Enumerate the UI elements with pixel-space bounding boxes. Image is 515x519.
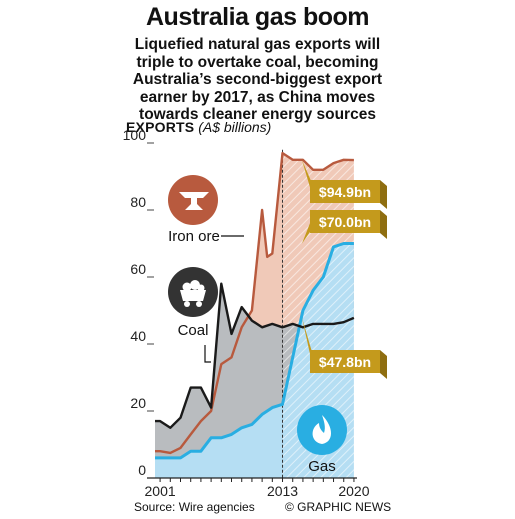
x-tick-label: 2013 (267, 483, 298, 499)
y-axis-label: EXPORTS (A$ billions) (126, 119, 271, 135)
source-note: Source: Wire agencies (134, 500, 255, 514)
callout-coal: $47.8bn (302, 317, 387, 379)
subtitle-line: triple to overtake coal, becoming (136, 53, 379, 71)
chart-subtitle: Liquefied natural gas exports will tripl… (0, 36, 515, 124)
anvil-shape (179, 192, 209, 210)
callout-pointer (302, 317, 313, 368)
callout-box-side (380, 210, 387, 239)
gas-flame-icon: Gas (297, 405, 347, 475)
x-tick-label: 2001 (145, 483, 176, 499)
coal-lump (190, 280, 200, 290)
coal-line (155, 282, 355, 429)
coal-lump (182, 282, 192, 292)
gas-line (155, 242, 354, 460)
callout-iron-ore: $94.9bn (302, 160, 387, 209)
subtitle-line: Liquefied natural gas exports will (134, 36, 381, 53)
callout-pointer (302, 215, 313, 244)
chart-title: Australia gas boom (146, 3, 370, 31)
y-tick-label: 100 (123, 127, 147, 143)
callout-box (310, 210, 380, 233)
y-tick-label: 0 (138, 462, 146, 478)
y-tick-label: 80 (130, 194, 146, 210)
callout-box (310, 180, 380, 203)
subtitle-line: Australia’s second-biggest export (132, 71, 383, 88)
gas-flame-icon-label: Gas (308, 458, 336, 475)
callout-gas: $70.0bn (302, 210, 387, 244)
cart-body (180, 290, 206, 301)
y-tick-label: 60 (130, 261, 146, 277)
subtitle-line: towards cleaner energy sources (139, 106, 376, 123)
cart-wheel (196, 301, 202, 307)
y-axis-label-unit: (A$ billions) (198, 119, 272, 135)
subtitle-line: earner by 2017, as China moves (139, 88, 376, 106)
y-tick-label: 20 (130, 395, 146, 411)
callout-box (310, 350, 380, 373)
callout-value: $70.0bn (319, 214, 371, 230)
anvil-icon: Iron ore (168, 175, 220, 245)
iron-ore-line (155, 151, 354, 455)
cart-wheel (184, 301, 190, 307)
coal-lump (197, 284, 205, 292)
coal-leader (204, 345, 211, 363)
y-tick-label: 40 (130, 328, 146, 344)
x-tick-label: 2020 (338, 483, 369, 499)
credit-note: © GRAPHIC NEWS (285, 500, 392, 514)
y-axis-label-main: EXPORTS (126, 119, 195, 135)
coal-area (155, 243, 354, 458)
flame-shape (312, 415, 331, 444)
callout-box-side (380, 350, 387, 379)
callout-value: $94.9bn (319, 184, 371, 200)
gas-flame-icon-disc (297, 405, 347, 455)
callout-box-side (380, 180, 387, 209)
coal-cart-icon-label: Coal (178, 322, 209, 339)
callout-value: $47.8bn (319, 354, 371, 370)
coal-cart-icon: Coal (168, 267, 218, 339)
anvil-icon-label: Iron ore (168, 228, 220, 245)
callout-pointer (302, 160, 313, 198)
